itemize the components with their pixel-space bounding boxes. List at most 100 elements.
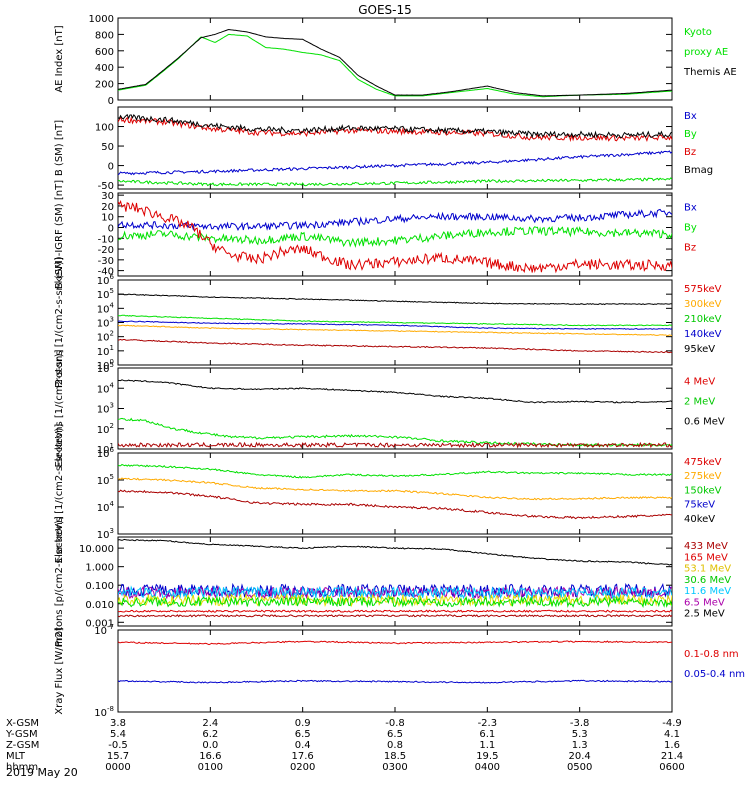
- legend-entry: 30.6 MeV: [684, 575, 731, 586]
- y-axis-label: Xray Flux [W/m2]: [54, 627, 65, 714]
- series-line-kyoto-proxy-ae: [118, 33, 672, 98]
- ephemeris-value: 6.1: [479, 729, 495, 740]
- y-tick-label: 104: [97, 381, 115, 395]
- legend-entry: proxy AE: [684, 47, 728, 58]
- panel-frame: [117, 367, 673, 450]
- legend-entry: 0.6 MeV: [684, 417, 725, 428]
- y-tick-label: 100: [95, 123, 114, 134]
- ephemeris-value: 0.4: [295, 740, 311, 751]
- y-tick-label: 104: [97, 500, 115, 514]
- ephemeris-value: -0.5: [108, 740, 128, 751]
- ephemeris-value: 0000: [105, 762, 130, 773]
- panel-frame: [117, 452, 673, 535]
- legend-entry: 300keV: [684, 299, 722, 310]
- y-tick-label: 105: [97, 361, 114, 375]
- panel-ae: 0 200 400 600 800 1000 AE Index [nT] Kyoto proxy…: [54, 14, 737, 107]
- y-tick-label: 0.010: [85, 600, 114, 611]
- legend-entry: 2.5 MeV: [684, 609, 725, 620]
- ephemeris-value: 3.8: [110, 718, 126, 729]
- y-tick-label: 50: [101, 142, 114, 153]
- legend-entry: Bz: [684, 243, 696, 254]
- y-axis-label: Electrons [1/(cm2-s-sr-keV)]: [54, 424, 65, 564]
- legend-entry: Bx: [684, 203, 697, 214]
- y-tick-label: 20: [101, 202, 114, 213]
- panel-xray: 10-8 10-7 Xray Flux [W/m2] 0.1-0.8 nm 0.05-0…: [54, 623, 745, 719]
- y-tick-label: 104: [97, 301, 115, 315]
- legend-entry: 210keV: [684, 314, 722, 325]
- legend-entry: Bx: [684, 111, 697, 122]
- y-tick-label: 102: [97, 422, 114, 436]
- ephemeris-value: 15.7: [107, 751, 129, 762]
- series-line-bmag: [118, 113, 672, 139]
- y-tick-label: 0: [108, 96, 114, 107]
- legend-entry: 575keV: [684, 284, 722, 295]
- y-tick-label: 10: [101, 213, 114, 224]
- ephemeris-value: 2.4: [202, 718, 218, 729]
- series-line-475kev: [118, 463, 672, 479]
- legend-entry: 433 MeV: [684, 541, 728, 552]
- series-line-150kev: [118, 489, 672, 520]
- series-line-275kev: [118, 477, 672, 501]
- ephemeris-row-label: MLT: [6, 751, 26, 762]
- ephemeris-value: 1.1: [479, 740, 495, 751]
- series-line-210kev: [118, 314, 672, 327]
- legend-entry: 53.1 MeV: [684, 564, 731, 575]
- y-tick-label: 0: [108, 162, 114, 173]
- y-tick-label: 106: [97, 273, 115, 287]
- ephemeris-value: 0500: [567, 762, 592, 773]
- y-tick-label: 0: [108, 223, 114, 234]
- series-line-140kev: [118, 320, 672, 330]
- series-line-433-mev: [118, 609, 672, 613]
- legend-entry: 165 MeV: [684, 552, 728, 563]
- y-tick-label: 600: [95, 47, 114, 58]
- ephemeris-value: 0.8: [387, 740, 403, 751]
- panel-frame: [117, 17, 673, 101]
- legend-entry: By: [684, 223, 697, 234]
- legend-entry: Bz: [684, 147, 696, 158]
- plot-title: GOES-15: [358, 3, 412, 17]
- y-tick-label: 400: [95, 63, 114, 74]
- legend-entry: By: [684, 129, 697, 140]
- series-line-by: [118, 225, 672, 248]
- y-tick-label: -30: [98, 256, 114, 267]
- series-line-30-6-mev: [118, 585, 672, 600]
- ephemeris-value: 6.2: [202, 729, 218, 740]
- ephemeris-row-label: hhmm: [6, 762, 38, 773]
- y-tick-label: 101: [97, 344, 114, 358]
- ephemeris-value: 19.5: [476, 751, 498, 762]
- y-tick-label: 105: [97, 287, 114, 301]
- y-tick-label: 1000: [89, 14, 114, 25]
- y-tick-label: -40: [98, 267, 114, 278]
- ephemeris-value: 5.4: [110, 729, 126, 740]
- ephemeris-value: 0100: [198, 762, 223, 773]
- series-line-0-6-mev: [118, 379, 672, 404]
- ephemeris-value: 18.5: [384, 751, 406, 762]
- panel-frame: [117, 106, 673, 190]
- ephemeris-value: 0300: [382, 762, 407, 773]
- series-line-0-05-0-4-nm: [118, 679, 672, 684]
- legend-entry: 40keV: [684, 514, 715, 525]
- series-line-575kev: [118, 293, 672, 306]
- y-tick-label: 30: [101, 191, 114, 202]
- legend-entry: 275keV: [684, 471, 722, 482]
- ephemeris-row-label: Z-GSM: [6, 740, 39, 751]
- ephemeris-value: 0600: [659, 762, 684, 773]
- series-line-165-mev: [118, 595, 672, 609]
- y-tick-label: 1.000: [85, 563, 114, 574]
- y-axis-label: Electrons [1/(cm2-s-sr)]: [54, 349, 65, 467]
- series-line-300kev: [118, 324, 672, 337]
- series-line-bx: [118, 150, 672, 176]
- legend-entry: Bmag: [684, 165, 713, 176]
- ephemeris-value: 1.3: [572, 740, 588, 751]
- ephemeris-value: 0.0: [202, 740, 218, 751]
- y-tick-label: 800: [95, 30, 114, 41]
- series-line-2-5-mev: [118, 538, 672, 566]
- y-tick-label: 103: [97, 316, 114, 330]
- y-tick-label: 0.100: [85, 581, 114, 592]
- legend-entry: 140keV: [684, 329, 722, 340]
